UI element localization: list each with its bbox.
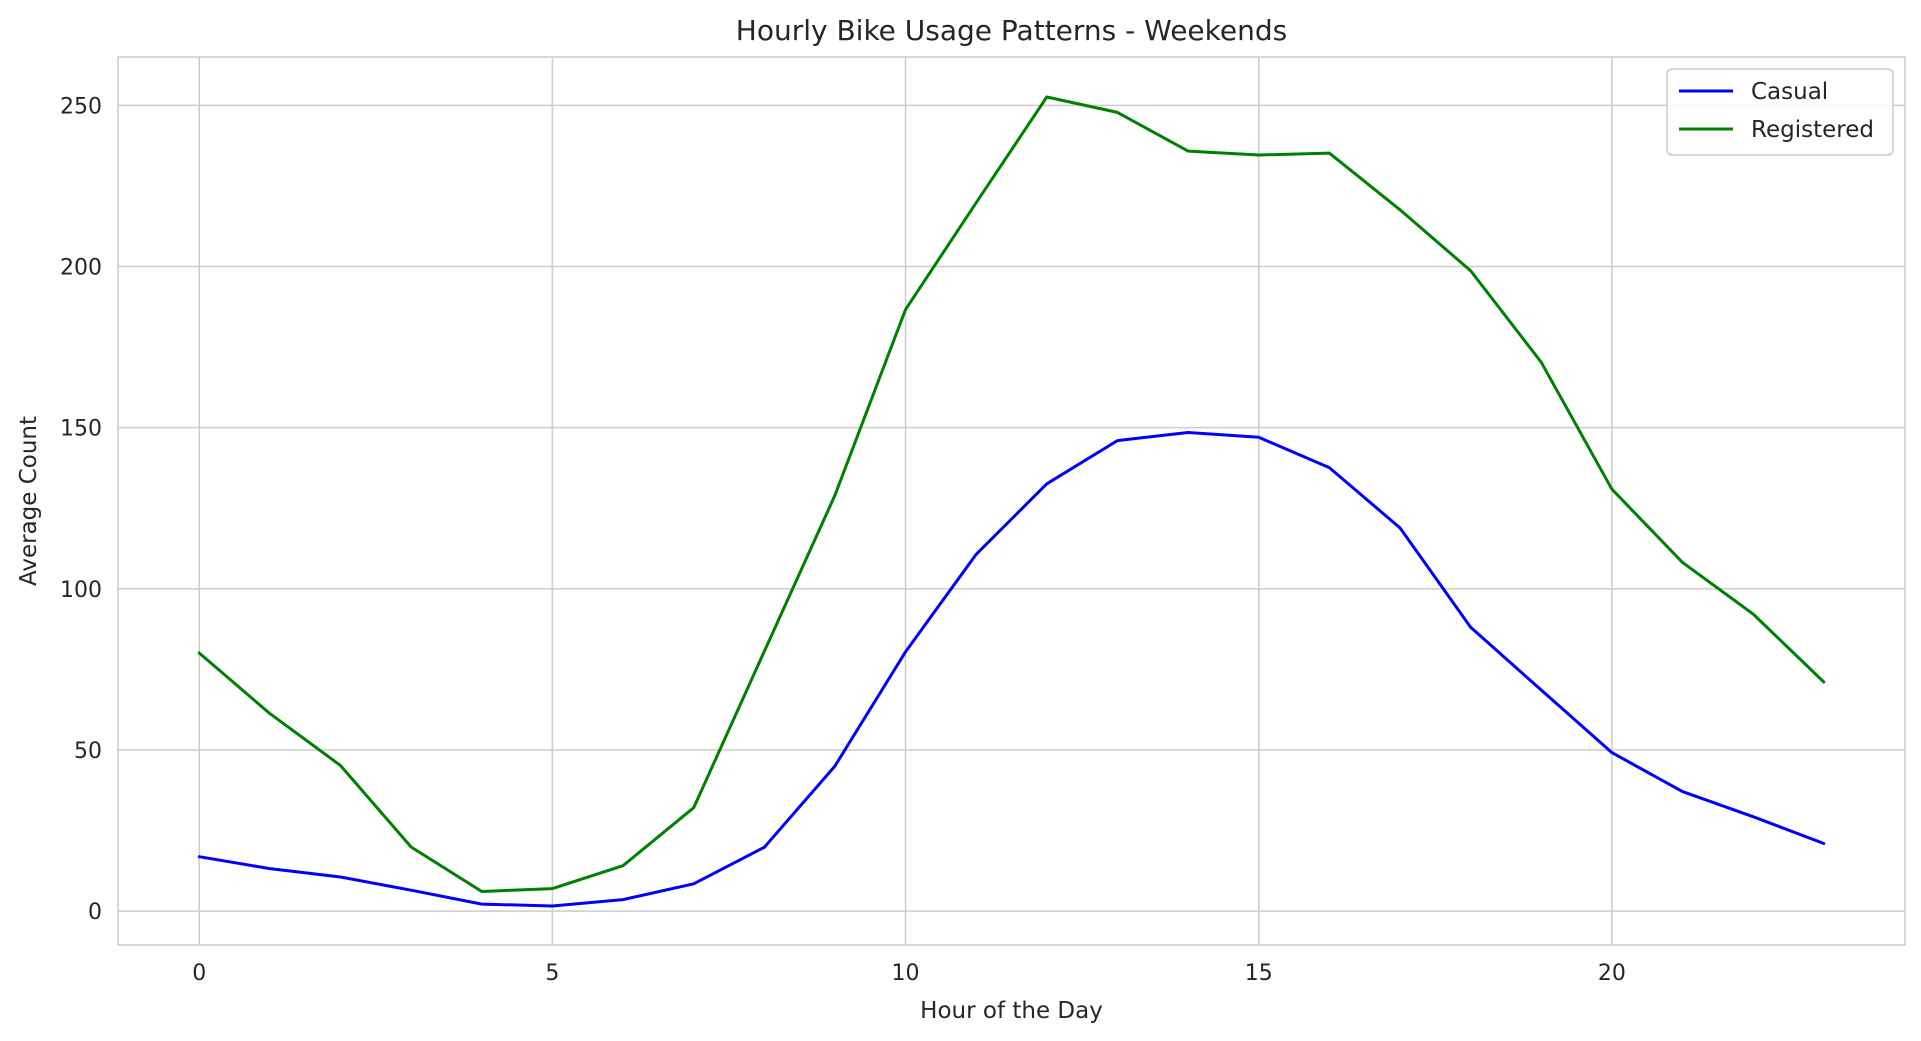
data-point-casual — [1539, 688, 1543, 692]
data-point-registered — [1398, 208, 1402, 212]
data-point-casual — [833, 764, 837, 768]
data-point-casual — [480, 902, 484, 906]
legend-label-registered: Registered — [1751, 117, 1874, 143]
data-point-casual — [1045, 482, 1049, 486]
data-point-casual — [1822, 841, 1826, 845]
x-axis-label: Hour of the Day — [920, 998, 1103, 1024]
series-line-casual — [197, 431, 1826, 908]
data-point-casual — [338, 875, 342, 879]
data-point-casual — [1257, 435, 1261, 439]
y-tick-label: 100 — [60, 578, 102, 603]
data-point-registered — [1186, 149, 1190, 153]
chart-title: Hourly Bike Usage Patterns - Weekends — [736, 14, 1287, 47]
data-point-registered — [1469, 269, 1473, 273]
data-point-casual — [409, 888, 413, 892]
y-tick-label: 0 — [88, 900, 102, 925]
data-point-casual — [550, 904, 554, 908]
x-tick-label: 20 — [1598, 961, 1626, 986]
series-line-registered — [197, 95, 1826, 893]
data-point-casual — [1327, 466, 1331, 470]
data-point-registered — [1610, 487, 1614, 491]
data-point-casual — [621, 898, 625, 902]
data-point-casual — [1751, 815, 1755, 819]
x-tick-label: 5 — [545, 961, 559, 986]
data-point-casual — [904, 650, 908, 654]
legend-label-casual: Casual — [1751, 79, 1828, 105]
data-point-casual — [1681, 790, 1685, 794]
data-point-registered — [197, 651, 201, 655]
data-point-casual — [1186, 431, 1190, 435]
data-point-registered — [409, 845, 413, 849]
data-point-registered — [1681, 560, 1685, 564]
data-point-registered — [338, 763, 342, 767]
data-point-registered — [1822, 680, 1826, 684]
x-tick-label: 10 — [892, 961, 920, 986]
y-tick-label: 250 — [60, 94, 102, 119]
data-point-registered — [621, 864, 625, 868]
data-point-registered — [1257, 153, 1261, 157]
data-point-registered — [268, 712, 272, 716]
y-tick-label: 200 — [60, 256, 102, 281]
series-layer — [197, 95, 1826, 908]
data-point-registered — [550, 887, 554, 891]
data-point-registered — [1115, 110, 1119, 114]
data-point-registered — [1539, 360, 1543, 364]
y-axis-label: Average Count — [16, 416, 42, 586]
y-tick-label: 50 — [74, 739, 102, 764]
data-point-registered — [762, 649, 766, 653]
data-point-registered — [1327, 151, 1331, 155]
data-point-casual — [1398, 526, 1402, 530]
data-point-casual — [692, 882, 696, 886]
y-tick-label: 150 — [60, 417, 102, 442]
data-point-registered — [692, 806, 696, 810]
data-point-casual — [1610, 751, 1614, 755]
data-point-registered — [1751, 612, 1755, 616]
legend: Casual Registered — [1666, 68, 1894, 156]
data-point-registered — [974, 201, 978, 205]
x-tick-label: 0 — [192, 961, 206, 986]
data-point-registered — [833, 493, 837, 497]
data-point-casual — [1115, 439, 1119, 443]
data-point-registered — [480, 889, 484, 893]
data-point-registered — [1045, 95, 1049, 99]
data-point-casual — [268, 867, 272, 871]
plot-area-frame — [117, 56, 1906, 946]
data-point-casual — [974, 552, 978, 556]
data-point-casual — [762, 845, 766, 849]
x-tick-label: 15 — [1245, 961, 1273, 986]
data-point-casual — [1469, 625, 1473, 629]
data-point-casual — [197, 855, 201, 859]
data-point-registered — [904, 307, 908, 311]
grid — [118, 57, 1905, 945]
